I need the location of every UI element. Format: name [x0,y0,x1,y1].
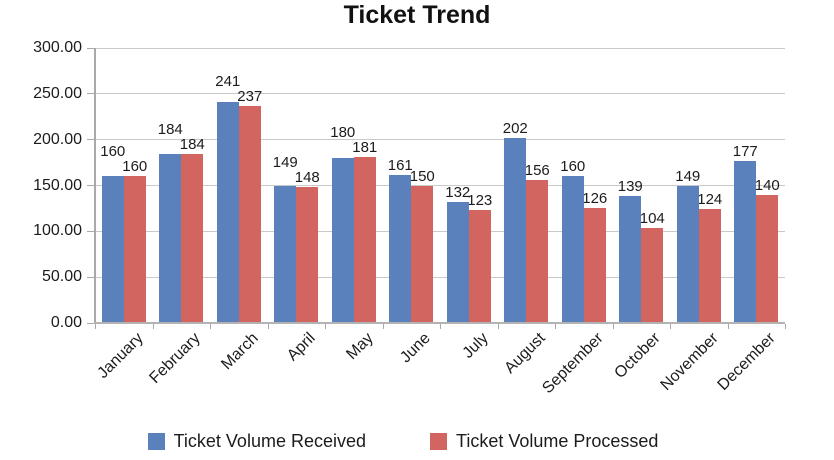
data-label-received-july: 132 [445,184,471,201]
data-label-processed-february: 184 [179,136,205,154]
bar-processed-august [526,180,549,323]
bar-processed-april [296,187,319,323]
data-label-processed-july: 123 [467,192,493,210]
gridline [95,93,785,95]
x-axis-tick [95,324,96,329]
data-label-received-september: 160 [560,158,586,176]
x-axis-tick [440,324,441,329]
x-axis-line [94,322,785,324]
data-label-received-october: 139 [617,177,643,195]
bar-received-may [331,158,354,323]
y-axis-tick [87,230,95,232]
data-label-received-february: 184 [157,121,183,139]
bar-received-february [159,154,182,323]
x-axis-tick [497,324,499,329]
x-axis-tick [555,324,556,329]
legend: Ticket Volume Received Ticket Volume Pro… [0,431,820,452]
y-axis-tick [87,47,95,49]
legend-item-processed: Ticket Volume Processed [430,431,658,452]
bar-processed-october [641,227,664,323]
bar-received-november [676,186,699,323]
bar-processed-february [181,154,204,323]
bar-received-october [619,195,642,323]
data-label-received-november: 149 [675,168,701,186]
y-axis-tick [87,276,95,278]
x-axis-tick [612,324,614,329]
x-axis-tick [152,324,154,329]
bar-processed-march [238,105,261,323]
bar-processed-december [756,194,779,323]
data-label-received-april: 149 [272,154,298,172]
bar-processed-november [698,209,721,323]
data-label-received-december: 177 [732,142,758,160]
y-axis-label: 300.00 [33,39,82,56]
y-axis-line [94,48,96,323]
legend-item-received: Ticket Volume Received [147,431,366,452]
bar-received-july [446,202,469,323]
bar-received-december [734,160,757,323]
x-axis-tick [210,324,211,329]
y-axis-tick [87,185,95,186]
data-label-received-august: 202 [502,119,528,137]
y-axis-label: 200.00 [33,130,82,148]
bar-received-august [504,137,527,323]
gridline [95,139,785,141]
bar-processed-september [583,207,606,323]
data-label-received-march: 241 [215,72,241,90]
bar-received-january [101,176,124,323]
data-label-processed-december: 140 [754,176,780,194]
bar-processed-june [411,185,434,323]
y-axis-tick [87,322,95,324]
gridline [95,276,785,278]
data-label-processed-january: 160 [122,158,148,176]
legend-label-processed: Ticket Volume Processed [456,431,659,451]
legend-swatch-processed [430,433,447,450]
legend-swatch-received [147,433,165,450]
bar-received-april [274,186,297,323]
y-axis-label: 50.00 [41,268,82,286]
data-label-processed-april: 148 [294,169,320,187]
data-label-processed-may: 181 [352,139,378,157]
x-axis-tick [785,324,786,329]
x-axis-tick [727,324,729,329]
bar-processed-may [353,157,376,323]
data-label-received-january: 160 [100,143,126,161]
data-label-received-june: 161 [387,157,413,175]
bar-processed-january [123,176,146,323]
x-axis-tick [325,324,326,329]
bar-received-september [561,176,584,323]
y-axis-tick [87,93,95,95]
data-label-processed-october: 104 [639,209,665,227]
gridline [95,47,785,49]
data-label-processed-august: 156 [524,162,550,179]
x-axis-tick [382,324,384,329]
data-label-processed-march: 237 [237,87,263,105]
x-axis-tick [670,324,671,329]
data-label-processed-november: 124 [697,191,723,209]
x-axis-tick [267,324,269,329]
bar-received-march [216,102,239,323]
bar-received-june [389,175,412,323]
y-axis-label: 0.00 [50,314,82,331]
y-axis-label: 250.00 [33,84,82,102]
y-axis-tick [87,139,95,141]
data-label-processed-september: 126 [582,189,608,207]
gridline [95,185,785,186]
y-axis-label: 150.00 [33,176,82,194]
data-label-received-may: 180 [330,124,356,142]
legend-label-received: Ticket Volume Received [173,431,366,451]
bar-processed-july [468,210,491,323]
chart-title: Ticket Trend [343,1,491,29]
data-label-processed-june: 150 [409,167,435,185]
gridline [95,230,785,232]
y-axis-label: 100.00 [33,222,82,240]
